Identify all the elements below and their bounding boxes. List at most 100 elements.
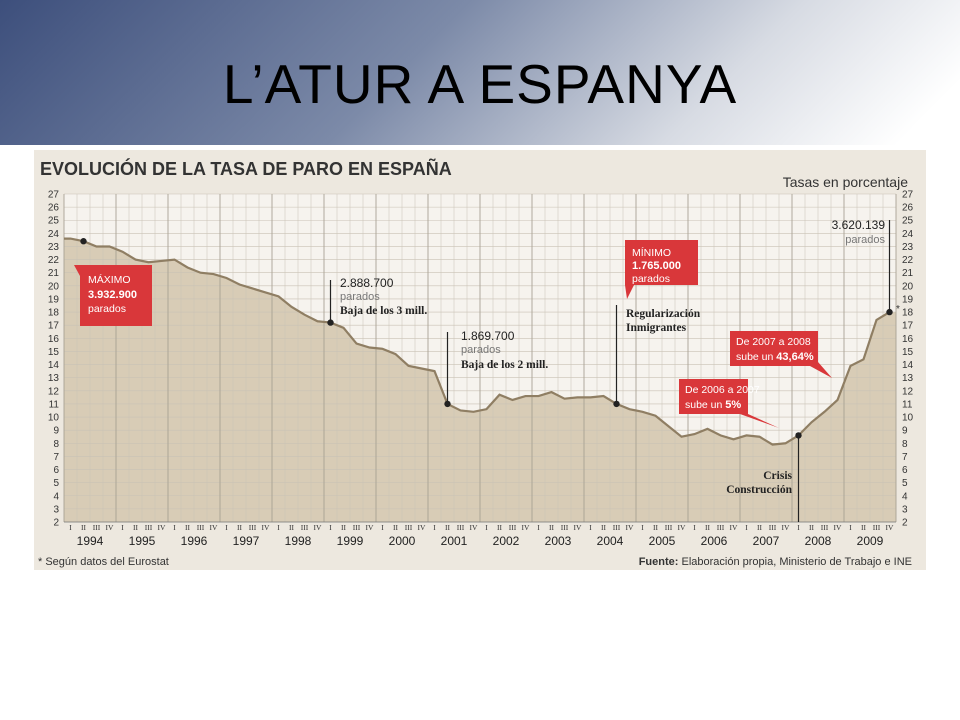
quarter-label-60: I <box>849 523 852 532</box>
annotation-box-minimo <box>625 240 698 299</box>
annotation-3mill: 2.888.700 parados Baja de los 3 mill. <box>340 276 427 317</box>
quarter-label-62: III <box>873 523 881 532</box>
quarter-label-9: II <box>185 523 190 532</box>
quarter-label-1: II <box>81 523 86 532</box>
y-tick-right-23: 23 <box>902 242 914 253</box>
y-tick-left-17: 17 <box>48 321 60 332</box>
y-tick-right-15: 15 <box>902 347 914 358</box>
quarter-label-27: IV <box>418 523 426 532</box>
quarter-label-0: I <box>69 523 72 532</box>
quarter-label-15: IV <box>262 523 270 532</box>
annotation-maximo-label: MÁXIMO <box>88 273 131 286</box>
y-tick-left-11: 11 <box>49 399 60 410</box>
point-2009 <box>886 308 893 316</box>
annotation-3mill-unit: parados <box>340 291 380 303</box>
year-label-1999: 1999 <box>337 534 364 548</box>
y-tick-right-24: 24 <box>902 229 914 240</box>
chart-title: EVOLUCIÓN DE LA TASA DE PARO EN ESPAÑA <box>40 158 452 179</box>
quarter-label-29: II <box>445 523 450 532</box>
quarter-label-23: IV <box>366 523 374 532</box>
year-label-2005: 2005 <box>649 534 676 548</box>
quarter-label-49: II <box>705 523 710 532</box>
quarter-label-18: III <box>301 523 309 532</box>
quarter-label-54: III <box>769 523 777 532</box>
quarter-label-57: II <box>809 523 814 532</box>
quarter-label-50: III <box>717 523 725 532</box>
y-tick-left-18: 18 <box>48 308 60 319</box>
y-tick-right-19: 19 <box>902 294 914 305</box>
annotation-2mill-number: 1.869.700 <box>461 329 515 343</box>
quarter-label-19: IV <box>314 523 322 532</box>
source-line: Fuente: Elaboración propia, Ministerio d… <box>639 556 912 568</box>
y-tick-right-13: 13 <box>902 373 914 384</box>
y-tick-left-9: 9 <box>53 426 59 437</box>
year-label-2001: 2001 <box>441 534 468 548</box>
quarter-label-34: III <box>509 523 517 532</box>
quarter-label-42: III <box>613 523 621 532</box>
point-2mill <box>444 400 451 408</box>
quarter-label-6: III <box>145 523 153 532</box>
quarter-label-20: I <box>329 523 332 532</box>
annotation-minimo-unit: parados <box>632 273 670 285</box>
y-tick-left-3: 3 <box>53 504 59 515</box>
quarter-label-47: IV <box>678 523 686 532</box>
quarter-label-3: IV <box>106 523 114 532</box>
annotation-regularizacion-line2: Inmigrantes <box>626 322 687 334</box>
quarter-label-24: I <box>381 523 384 532</box>
y-tick-left-5: 5 <box>53 478 59 489</box>
asterisk-marker: * <box>896 304 900 315</box>
y-tick-left-24: 24 <box>48 229 60 240</box>
annotation-2009-unit: parados <box>845 234 885 246</box>
y-tick-right-25: 25 <box>902 216 914 227</box>
quarter-label-4: I <box>121 523 124 532</box>
quarter-label-28: I <box>433 523 436 532</box>
quarter-label-53: II <box>757 523 762 532</box>
annotation-2mill-unit: parados <box>461 344 501 356</box>
quarter-label-14: III <box>249 523 257 532</box>
y-tick-left-21: 21 <box>48 268 60 279</box>
annotation-2009-number: 3.620.139 <box>832 218 886 232</box>
annotation-box-maximo <box>74 265 152 326</box>
annotation-crisis: Crisis Construcción <box>726 470 792 496</box>
y-tick-left-20: 20 <box>48 281 60 292</box>
quarter-label-25: II <box>393 523 398 532</box>
quarter-label-26: III <box>405 523 413 532</box>
quarter-label-63: IV <box>886 523 894 532</box>
annotation-regularizacion-line1: Regularización <box>626 308 701 320</box>
y-tick-left-6: 6 <box>53 465 59 476</box>
year-label-2004: 2004 <box>597 534 624 548</box>
year-label-1996: 1996 <box>181 534 208 548</box>
quarter-label-44: I <box>641 523 644 532</box>
year-label-1995: 1995 <box>129 534 156 548</box>
annotation-maximo-unit: parados <box>88 303 126 315</box>
y-tick-right-14: 14 <box>902 360 914 371</box>
quarter-label-37: II <box>549 523 554 532</box>
y-tick-left-27: 27 <box>48 190 60 201</box>
y-tick-right-7: 7 <box>902 452 908 463</box>
quarter-label-51: IV <box>730 523 738 532</box>
y-tick-right-11: 11 <box>902 399 913 410</box>
y-tick-left-10: 10 <box>48 413 60 424</box>
quarter-label-39: IV <box>574 523 582 532</box>
quarter-label-5: II <box>133 523 138 532</box>
footnote: * Según datos del Eurostat <box>38 556 169 568</box>
slide-title: L’ATUR A ESPANYA <box>222 53 738 115</box>
annotation-maximo: MÁXIMO 3.932.900 parados <box>74 265 152 326</box>
quarter-label-56: I <box>797 523 800 532</box>
y-tick-right-5: 5 <box>902 478 908 489</box>
y-tick-right-3: 3 <box>902 504 908 515</box>
annotation-crisis-line1: Crisis <box>763 470 792 482</box>
quarter-label-58: III <box>821 523 829 532</box>
year-label-1997: 1997 <box>233 534 260 548</box>
annotation-2007-2008-line1: De 2007 a 2008 <box>736 336 811 348</box>
y-tick-left-16: 16 <box>48 334 60 345</box>
quarter-label-38: III <box>561 523 569 532</box>
annotation-minimo-label: MÍNIMO <box>632 246 671 259</box>
annotation-maximo-value: 3.932.900 <box>88 289 137 301</box>
unemployment-chart: EVOLUCIÓN DE LA TASA DE PARO EN ESPAÑA T… <box>38 158 914 568</box>
year-label-2007: 2007 <box>753 534 780 548</box>
y-tick-right-2: 2 <box>902 518 908 529</box>
line-layer <box>64 237 891 446</box>
y-tick-right-8: 8 <box>902 439 908 450</box>
quarter-label-31: IV <box>470 523 478 532</box>
